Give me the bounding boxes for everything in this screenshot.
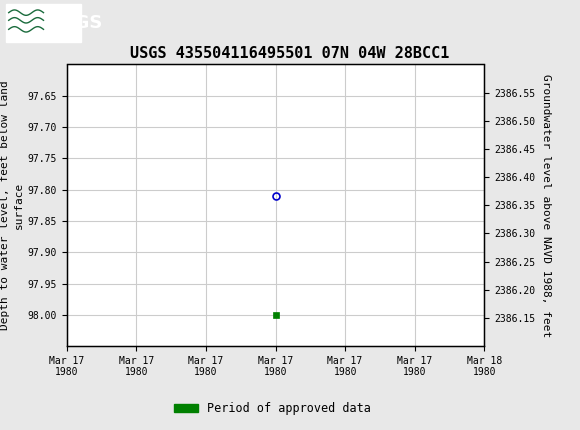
Y-axis label: Depth to water level, feet below land
surface: Depth to water level, feet below land su… bbox=[0, 80, 23, 330]
Text: USGS 435504116495501 07N 04W 28BCC1: USGS 435504116495501 07N 04W 28BCC1 bbox=[130, 46, 450, 61]
Y-axis label: Groundwater level above NAVD 1988, feet: Groundwater level above NAVD 1988, feet bbox=[541, 74, 550, 337]
Legend: Period of approved data: Period of approved data bbox=[169, 397, 376, 420]
Text: USGS: USGS bbox=[48, 14, 103, 31]
